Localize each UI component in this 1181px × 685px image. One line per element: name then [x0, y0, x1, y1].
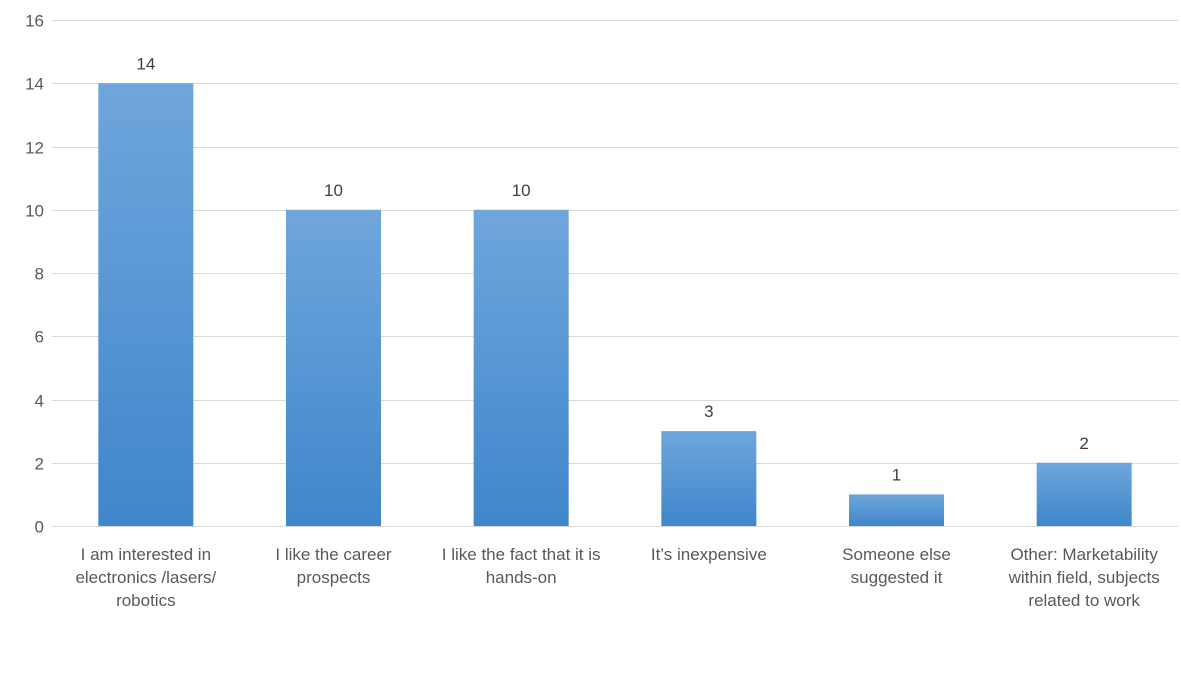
x-tick-label: It’s inexpensive — [650, 545, 767, 564]
y-tick-label: 14 — [25, 75, 44, 94]
x-tick-label: I am interested in electronics /lasers/ … — [75, 545, 217, 610]
data-labels: 14 10 10 3 1 2 — [136, 54, 1089, 484]
data-label: 14 — [136, 54, 155, 73]
x-tick-label: I like the career prospects — [275, 545, 392, 587]
x-tick-label: Other: Marketability within field, subje… — [1008, 545, 1160, 610]
y-tick-label: 6 — [35, 328, 44, 347]
data-label: 2 — [1079, 434, 1088, 453]
y-axis: 0 2 4 6 8 10 12 14 16 — [25, 12, 44, 537]
y-tick-label: 16 — [25, 12, 44, 31]
bar — [1036, 462, 1132, 526]
bar — [661, 431, 757, 526]
y-tick-label: 12 — [25, 139, 44, 158]
bars — [98, 83, 1132, 526]
data-label: 10 — [512, 181, 531, 200]
bar — [286, 209, 381, 526]
data-label: 10 — [324, 181, 343, 200]
y-tick-label: 8 — [35, 265, 44, 284]
x-tick-label: Someone else suggested it — [842, 545, 951, 587]
y-tick-label: 10 — [25, 202, 44, 221]
x-tick-label: I like the fact that it is hands-on — [441, 545, 601, 587]
y-tick-label: 4 — [35, 392, 44, 411]
y-tick-label: 0 — [35, 518, 44, 537]
bar — [849, 494, 944, 526]
data-label: 1 — [892, 465, 901, 484]
y-tick-label: 2 — [35, 455, 44, 474]
gridlines — [52, 20, 1178, 527]
bar — [98, 83, 194, 526]
data-label: 3 — [704, 402, 713, 421]
bar — [473, 209, 569, 526]
